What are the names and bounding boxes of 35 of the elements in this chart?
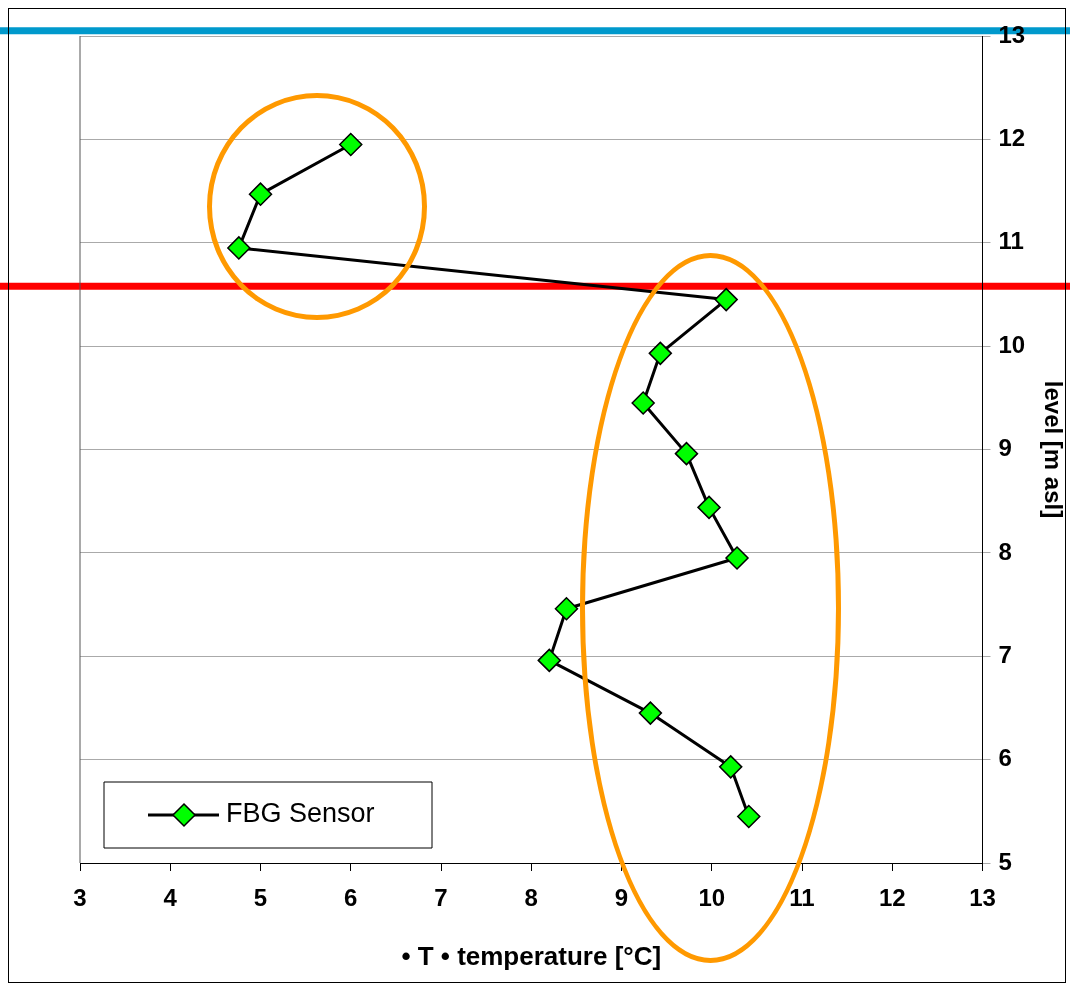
y-tick-label: 8 (998, 537, 1012, 565)
point (674, 441, 699, 466)
x-tick-label: 11 (789, 884, 815, 912)
x-tick-label: 8 (524, 884, 538, 912)
y-tick-label: 6 (998, 744, 1012, 772)
point (537, 648, 562, 673)
legend-label: FBG Sensor (226, 798, 375, 829)
y-tick-label: 7 (998, 640, 1012, 668)
x-tick-label: 12 (878, 884, 906, 912)
x-tick-label: 6 (344, 884, 358, 912)
point (248, 182, 273, 206)
point (227, 236, 251, 260)
y-tick-label: 11 (998, 227, 1024, 255)
point (697, 495, 721, 520)
point (339, 132, 363, 157)
x-tick-label: 4 (163, 884, 178, 912)
x-tick-label: 10 (698, 884, 726, 912)
point (714, 287, 738, 312)
y-tick-label: 9 (998, 434, 1012, 462)
x-tick-label: 7 (434, 884, 448, 912)
y-axis-title: level [m asl] (1039, 380, 1067, 519)
x-tick-label: 3 (73, 884, 87, 912)
x-axis-title: • T • temperature [°C] (401, 940, 662, 971)
point (718, 755, 743, 779)
point (631, 391, 655, 415)
point (554, 596, 579, 621)
point (648, 341, 673, 366)
point (725, 546, 749, 570)
y-tick-label: 5 (998, 847, 1012, 875)
point (638, 701, 663, 725)
y-tick-label: 10 (998, 330, 1026, 358)
point (737, 804, 761, 829)
y-tick-label: 12 (998, 124, 1026, 151)
x-tick-label: 5 (253, 884, 268, 912)
x-tick-label: 9 (614, 884, 629, 912)
